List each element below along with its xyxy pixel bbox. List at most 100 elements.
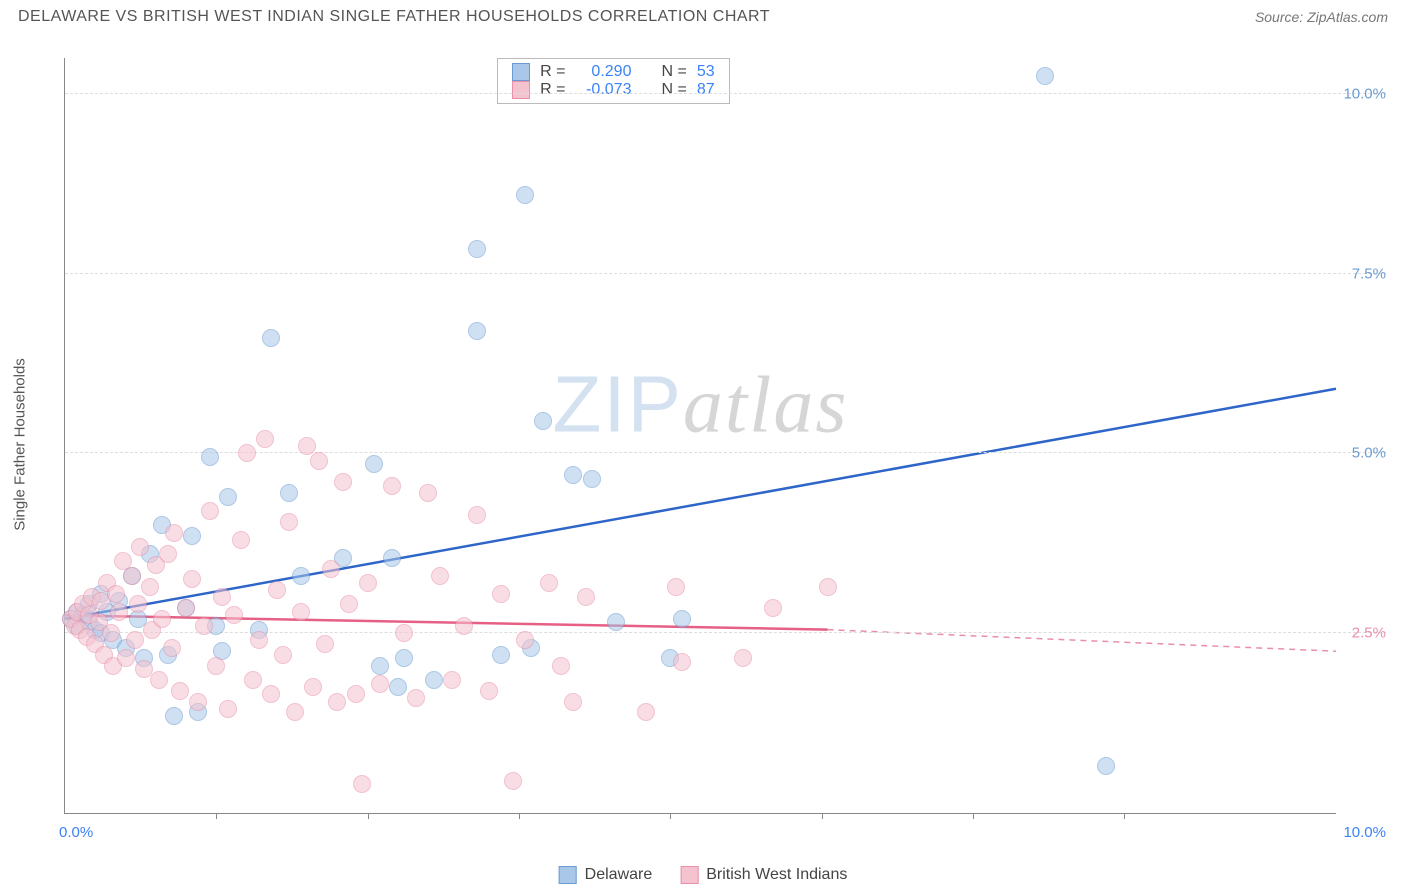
data-point [637,703,655,721]
data-point [667,578,685,596]
data-point [734,649,752,667]
data-point [316,635,334,653]
data-point [280,484,298,502]
data-point [159,545,177,563]
data-point [280,513,298,531]
grid-line [65,273,1386,274]
y-tick-label: 2.5% [1338,625,1386,642]
data-point [819,578,837,596]
r-value-1: 0.290 [575,63,631,81]
data-point [107,585,125,603]
data-point [207,657,225,675]
n-value-2: 87 [697,81,715,99]
data-point [577,588,595,606]
data-point [540,574,558,592]
data-point [1036,67,1054,85]
grid-line [65,93,1386,94]
data-point [552,657,570,675]
data-point [292,567,310,585]
data-point [583,470,601,488]
swatch-bwi [680,866,698,884]
data-point [673,653,691,671]
data-point [126,631,144,649]
data-point [177,599,195,617]
data-point [353,775,371,793]
data-point [431,567,449,585]
source-name: ZipAtlas.com [1307,9,1388,25]
data-point [213,588,231,606]
data-point [310,452,328,470]
data-point [443,671,461,689]
trend-line [65,615,828,629]
x-axis-label: 0.0% [59,824,93,841]
data-point [383,477,401,495]
data-point [328,693,346,711]
swatch-series-2 [512,81,530,99]
data-point [165,524,183,542]
swatch-delaware [559,866,577,884]
correlation-legend: R = 0.290 N = 53 R = -0.073 N = 87 [497,58,729,104]
x-tick [216,813,217,819]
data-point [395,649,413,667]
data-point [322,560,340,578]
n-value-1: 53 [697,63,715,81]
data-point [419,484,437,502]
data-point [764,599,782,617]
data-point [165,707,183,725]
data-point [673,610,691,628]
x-tick [368,813,369,819]
data-point [201,448,219,466]
data-point [516,631,534,649]
data-point [183,527,201,545]
data-point [219,700,237,718]
data-point [141,578,159,596]
chart-container: Single Father Households ZIPatlas R = 0.… [50,40,1386,832]
data-point [564,466,582,484]
data-point [504,772,522,790]
data-point [131,538,149,556]
chart-title: DELAWARE VS BRITISH WEST INDIAN SINGLE F… [18,8,770,26]
data-point [395,624,413,642]
data-point [492,646,510,664]
data-point [219,488,237,506]
grid-line [65,452,1386,453]
data-point [1097,757,1115,775]
data-point [238,444,256,462]
data-point [480,682,498,700]
data-point [135,660,153,678]
r-value-2: -0.073 [575,81,631,99]
legend-row-2: R = -0.073 N = 87 [512,81,714,99]
data-point [383,549,401,567]
data-point [468,240,486,258]
data-point [117,649,135,667]
data-point [163,639,181,657]
legend-item-2: British West Indians [680,866,847,884]
data-point [201,502,219,520]
y-tick-label: 10.0% [1338,85,1386,102]
data-point [110,603,128,621]
series-legend: Delaware British West Indians [559,866,848,884]
legend-item-1: Delaware [559,866,653,884]
legend-row-1: R = 0.290 N = 53 [512,63,714,81]
data-point [250,631,268,649]
header: DELAWARE VS BRITISH WEST INDIAN SINGLE F… [0,0,1406,30]
data-point [455,617,473,635]
data-point [389,678,407,696]
x-axis-label: 10.0% [1343,824,1386,841]
data-point [183,570,201,588]
data-point [371,657,389,675]
data-point [516,186,534,204]
data-point [232,531,250,549]
plot-area: ZIPatlas R = 0.290 N = 53 R = -0.073 N =… [64,58,1336,814]
x-tick [973,813,974,819]
data-point [347,685,365,703]
data-point [268,581,286,599]
data-point [102,624,120,642]
data-point [468,322,486,340]
source-label: Source: ZipAtlas.com [1255,9,1388,25]
y-axis-label: Single Father Households [12,358,29,531]
data-point [425,671,443,689]
data-point [262,329,280,347]
data-point [286,703,304,721]
x-tick [519,813,520,819]
